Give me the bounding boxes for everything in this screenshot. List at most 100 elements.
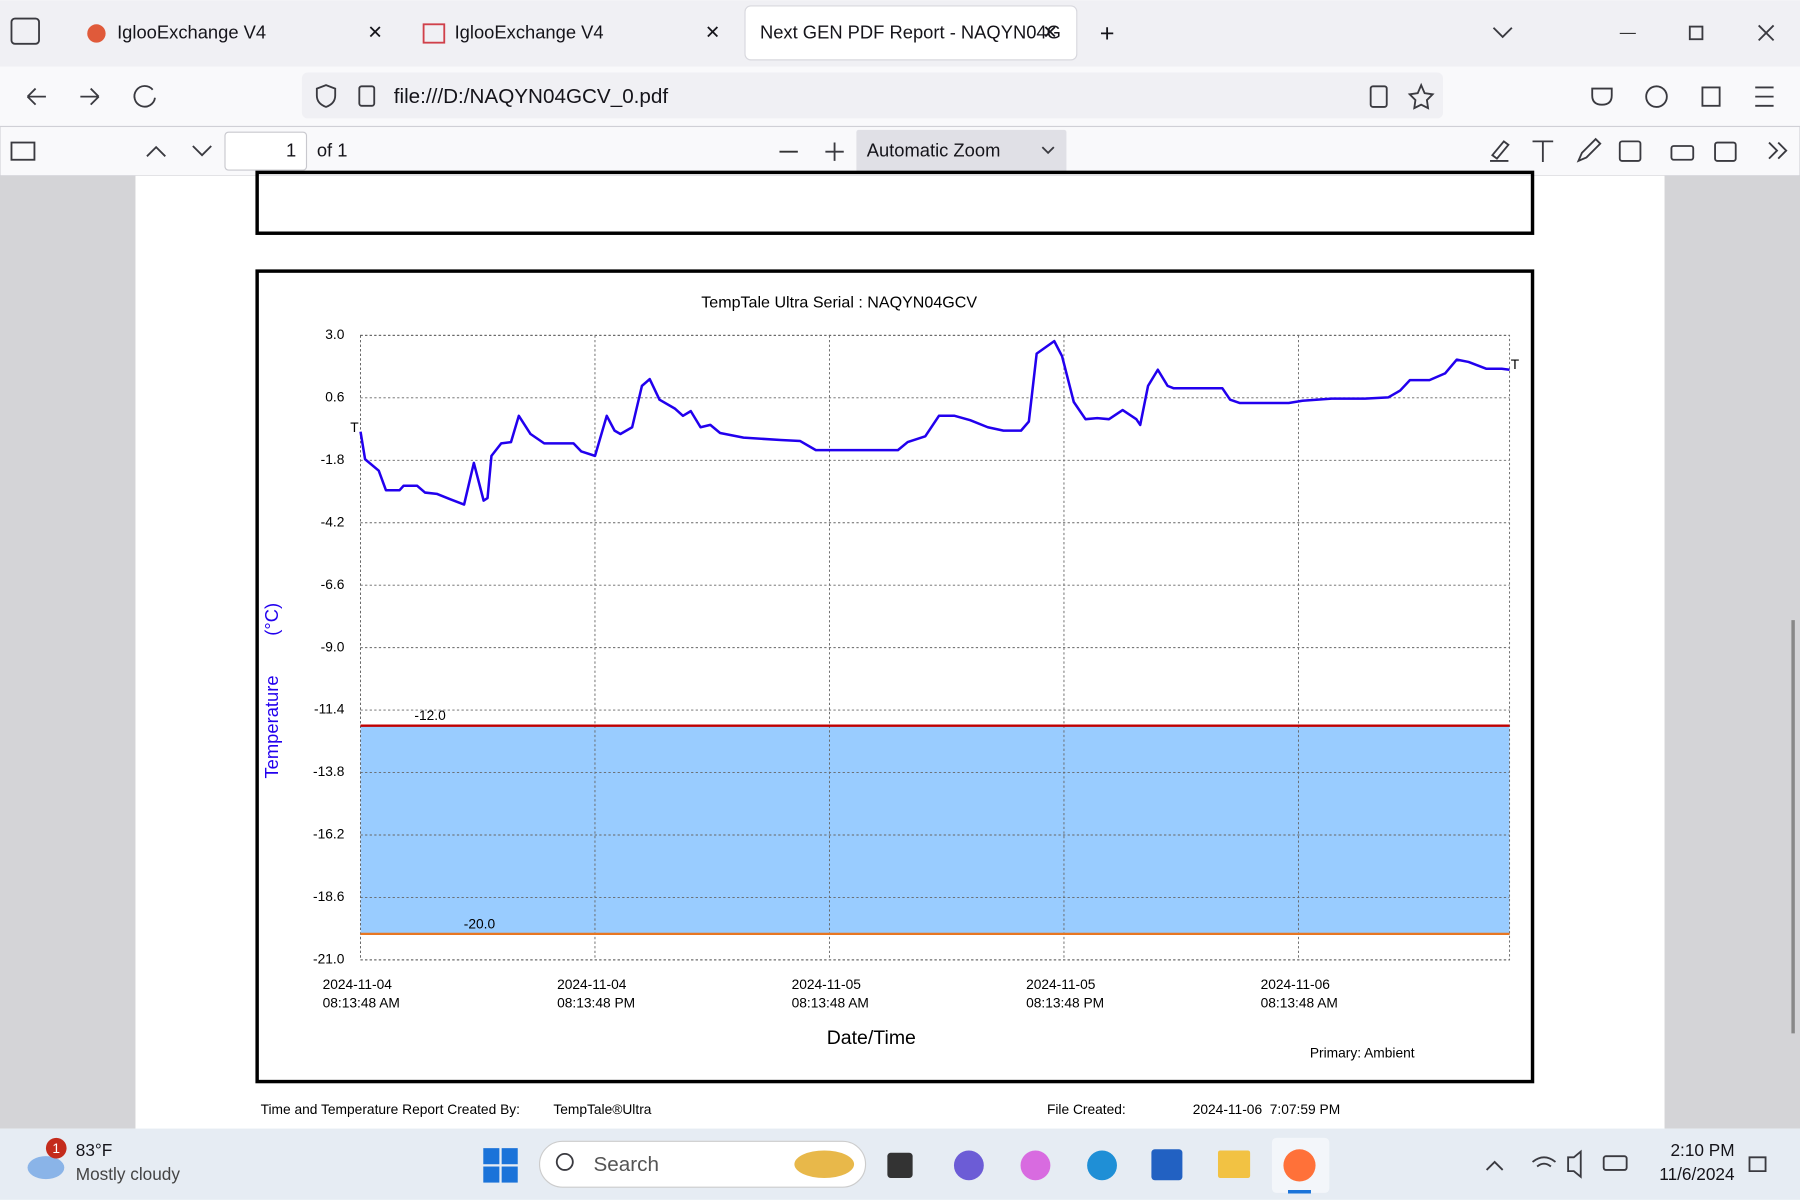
- extensions[interactable]: [1701, 86, 1721, 107]
- y-tick-label: -21.0: [313, 952, 345, 967]
- tab-icon: [87, 24, 106, 43]
- y-tick-label: 0.6: [325, 389, 344, 404]
- legend-note: Primary: Ambient: [1310, 1046, 1415, 1061]
- bookmark[interactable]: [1407, 82, 1435, 110]
- tray-overflow[interactable]: [1485, 1160, 1504, 1171]
- search-box[interactable]: [538, 1140, 867, 1188]
- y-tick-label: -4.2: [321, 514, 345, 529]
- menu[interactable]: [1755, 86, 1774, 107]
- tab-icon: [422, 23, 446, 44]
- limit-label: -12.0: [414, 708, 446, 723]
- footer-file-created-label: File Created:: [1047, 1102, 1126, 1117]
- chart: TempTale Ultra Serial : NAQYN04GCV Date/…: [261, 294, 1520, 1061]
- wifi[interactable]: [1531, 1156, 1557, 1168]
- pdf-page: [135, 175, 1665, 1129]
- tab-list-button[interactable]: [10, 17, 40, 45]
- zoom-value[interactable]: Automatic Zoom: [867, 140, 1001, 161]
- close-window[interactable]: [1758, 24, 1775, 42]
- y-tick-label: -13.8: [313, 764, 345, 779]
- clock-time[interactable]: 2:10 PM: [1670, 1140, 1734, 1160]
- tab-close[interactable]: ✕: [705, 21, 720, 42]
- weather-desc[interactable]: Mostly cloudy: [76, 1164, 181, 1184]
- weather-icon[interactable]: [27, 1156, 65, 1180]
- zoom-select[interactable]: [856, 129, 1067, 173]
- page-number[interactable]: 1: [286, 140, 296, 161]
- restore[interactable]: [1688, 25, 1704, 41]
- more-tools[interactable]: [1768, 141, 1788, 160]
- x-tick-label: 2024-11-04 08:13:48 PM: [557, 977, 635, 1010]
- y-tick-label: -18.6: [313, 889, 345, 904]
- search-highlight: [794, 1150, 855, 1178]
- print[interactable]: [1670, 145, 1695, 161]
- x-tick-label: 2024-11-06 08:13:48 AM: [1261, 977, 1338, 1010]
- text-tool[interactable]: [1532, 140, 1554, 163]
- next-page[interactable]: [192, 145, 212, 157]
- battery[interactable]: [1602, 1155, 1628, 1171]
- back[interactable]: [26, 87, 46, 106]
- app-teams[interactable]: [953, 1150, 984, 1181]
- y-tick-label: -16.2: [313, 827, 344, 842]
- badge-count: 1: [52, 1141, 60, 1156]
- y-tick-label: -1.8: [321, 452, 345, 467]
- chart-box: [255, 269, 1535, 1084]
- tab-close[interactable]: ✕: [1042, 21, 1057, 42]
- x-axis-title: Date/Time: [827, 1027, 916, 1049]
- tab-title[interactable]: Next GEN PDF Report - NAQYN04G: [760, 21, 1061, 42]
- active-tab[interactable]: [744, 5, 1078, 61]
- footer-product: TempTale®Ultra: [553, 1102, 651, 1117]
- footer-created-by: Time and Temperature Report Created By:: [261, 1102, 520, 1117]
- reload[interactable]: [133, 85, 156, 108]
- page-icon: [358, 85, 376, 107]
- tab-title[interactable]: IglooExchange V4: [117, 21, 266, 42]
- task-view[interactable]: [887, 1152, 913, 1178]
- tab-title[interactable]: IglooExchange V4: [455, 21, 604, 42]
- weather-temp[interactable]: 83°F: [76, 1140, 113, 1160]
- app-firefox[interactable]: [1283, 1149, 1316, 1182]
- forward[interactable]: [80, 87, 100, 106]
- y-axis-title: Temperature: [261, 675, 282, 778]
- new-tab[interactable]: +: [1100, 19, 1115, 47]
- data-line: [359, 339, 1510, 506]
- x-tick-label: 2024-11-04 08:13:48 AM: [323, 977, 400, 1010]
- badge: [45, 1137, 67, 1159]
- header-box: [255, 170, 1535, 235]
- x-tick-label: 2024-11-05 08:13:48 AM: [792, 977, 869, 1010]
- start-button[interactable]: [483, 1148, 518, 1183]
- clock-date[interactable]: 11/6/2024: [1659, 1164, 1735, 1184]
- highlight-tool[interactable]: [1490, 140, 1510, 162]
- app-explorer[interactable]: [1217, 1150, 1251, 1178]
- pocket[interactable]: [1591, 87, 1613, 106]
- url-field[interactable]: [301, 72, 1443, 119]
- page-input[interactable]: [224, 131, 308, 171]
- zoom-caret: [1041, 146, 1055, 155]
- volume[interactable]: [1567, 1149, 1582, 1179]
- save[interactable]: [1714, 141, 1737, 162]
- reader-view[interactable]: [1369, 85, 1388, 108]
- sidebar-toggle[interactable]: [10, 141, 36, 161]
- prev-page[interactable]: [146, 145, 166, 157]
- app-copilot[interactable]: [1020, 1150, 1051, 1181]
- limit-label: -20.0: [464, 916, 496, 931]
- tab-close[interactable]: ✕: [367, 21, 382, 42]
- page-count: of 1: [317, 140, 348, 161]
- y-tick-label: -11.4: [314, 702, 345, 717]
- search-placeholder[interactable]: Search: [593, 1153, 658, 1176]
- url[interactable]: file:///D:/NAQYN04GCV_0.pdf: [394, 85, 669, 108]
- y-tick-label: -6.6: [321, 577, 345, 592]
- app-store[interactable]: [1151, 1149, 1183, 1181]
- tab-overflow[interactable]: [1492, 27, 1513, 39]
- app-edge[interactable]: [1087, 1150, 1117, 1181]
- shield[interactable]: [315, 84, 337, 108]
- start-marker: T: [350, 420, 359, 435]
- draw-tool[interactable]: [1576, 137, 1602, 163]
- image-tool[interactable]: [1618, 140, 1642, 162]
- footer-file-created: 2024-11-06 7:07:59 PM: [1193, 1102, 1340, 1117]
- notifications[interactable]: [1748, 1156, 1767, 1173]
- zoom-in[interactable]: [825, 142, 844, 161]
- search-icon: [555, 1152, 574, 1171]
- account[interactable]: [1645, 85, 1668, 108]
- chart-title: TempTale Ultra Serial : NAQYN04GCV: [701, 294, 977, 312]
- y-tick-label: 3.0: [325, 327, 344, 342]
